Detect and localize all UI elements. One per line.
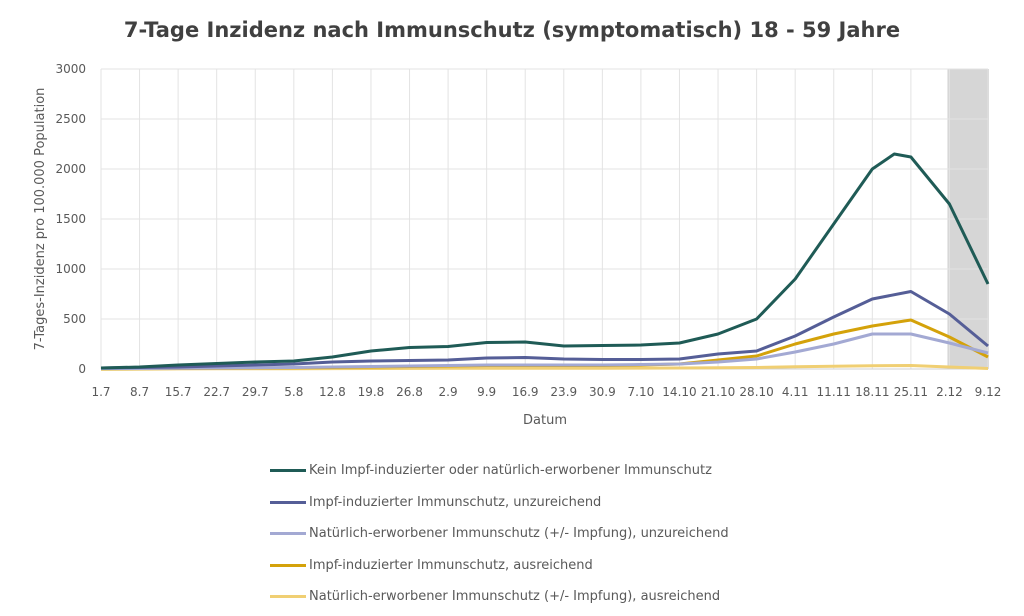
x-tick-label: 15.7 bbox=[165, 385, 192, 399]
chart-title: 7-Tage Inzidenz nach Immunschutz (sympto… bbox=[123, 18, 901, 42]
x-axis-label: Datum bbox=[523, 413, 567, 428]
y-tick-label: 3000 bbox=[55, 62, 86, 76]
x-tick-label: 12.8 bbox=[319, 385, 346, 399]
legend-swatch bbox=[270, 532, 306, 536]
y-axis-label: 7-Tages-Inzidenz pro 100.000 Population bbox=[33, 88, 48, 351]
y-tick-label: 0 bbox=[78, 362, 86, 376]
legend-swatch bbox=[270, 595, 306, 599]
x-tick-label: 2.9 bbox=[439, 385, 458, 399]
legend-item: Kein Impf-induzierter oder natürlich-erw… bbox=[270, 455, 729, 487]
legend-label: Impf-induzierter Immunschutz, unzureiche… bbox=[309, 494, 602, 510]
legend-label: Natürlich-erworbener Immunschutz (+/- Im… bbox=[309, 589, 721, 605]
legend: Kein Impf-induzierter oder natürlich-erw… bbox=[270, 455, 729, 613]
x-tick-label: 26.8 bbox=[396, 385, 423, 399]
x-tick-label: 9.12 bbox=[975, 385, 1002, 399]
y-tick-label: 500 bbox=[63, 312, 86, 326]
line-chart: 1.7 8.7 15.7 22.7 29.7 5.8 12.8 19.8 26.8 2.9 9.9 1… bbox=[33, 62, 1002, 428]
x-tick-label: 28.10 bbox=[739, 385, 773, 399]
x-tick-label: 9.9 bbox=[477, 385, 496, 399]
series-line bbox=[100, 290, 989, 370]
x-tick-label: 29.7 bbox=[242, 385, 269, 399]
legend-label: Natürlich-erworbener Immunschutz (+/- Im… bbox=[309, 526, 729, 542]
x-tick-label: 1.7 bbox=[91, 385, 110, 399]
legend-swatch bbox=[270, 500, 306, 504]
x-tick-label: 21.10 bbox=[701, 385, 735, 399]
y-tick-label: 1500 bbox=[55, 212, 86, 226]
legend-label: Impf-induzierter Immunschutz, ausreichen… bbox=[309, 557, 593, 573]
x-tick-label: 22.7 bbox=[203, 385, 230, 399]
x-tick-label: 23.9 bbox=[550, 385, 577, 399]
x-tick-label: 30.9 bbox=[589, 385, 616, 399]
x-tick-label: 19.8 bbox=[358, 385, 385, 399]
x-tick-label: 7.10 bbox=[628, 385, 655, 399]
x-tick-label: 2.12 bbox=[936, 385, 963, 399]
series-line bbox=[101, 332, 989, 370]
y-tick-label: 1000 bbox=[55, 262, 86, 276]
x-tick-label: 4.11 bbox=[782, 385, 809, 399]
x-tick-label: 14.10 bbox=[662, 385, 696, 399]
legend-label: Kein Impf-induzierter oder natürlich-erw… bbox=[309, 463, 712, 479]
y-tick-label: 2000 bbox=[55, 162, 86, 176]
legend-swatch bbox=[270, 469, 306, 473]
x-tick-label: 16.9 bbox=[512, 385, 539, 399]
x-tick-label: 18.11 bbox=[855, 385, 889, 399]
series-line bbox=[100, 152, 990, 370]
legend-item: Natürlich-erworbener Immunschutz (+/- Im… bbox=[270, 581, 729, 613]
legend-item: Impf-induzierter Immunschutz, ausreichen… bbox=[270, 550, 729, 582]
x-tick-label: 25.11 bbox=[894, 385, 928, 399]
legend-item: Impf-induzierter Immunschutz, unzureiche… bbox=[270, 487, 729, 519]
x-tick-label: 11.11 bbox=[817, 385, 851, 399]
legend-item: Natürlich-erworbener Immunschutz (+/- Im… bbox=[270, 518, 729, 550]
x-tick-label: 5.8 bbox=[284, 385, 303, 399]
legend-swatch bbox=[270, 563, 306, 567]
y-tick-label: 2500 bbox=[55, 112, 86, 126]
x-tick-label: 8.7 bbox=[130, 385, 149, 399]
